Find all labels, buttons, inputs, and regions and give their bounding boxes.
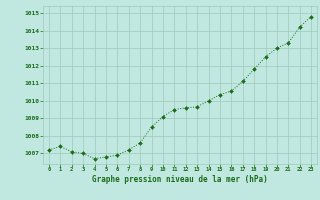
- X-axis label: Graphe pression niveau de la mer (hPa): Graphe pression niveau de la mer (hPa): [92, 175, 268, 184]
